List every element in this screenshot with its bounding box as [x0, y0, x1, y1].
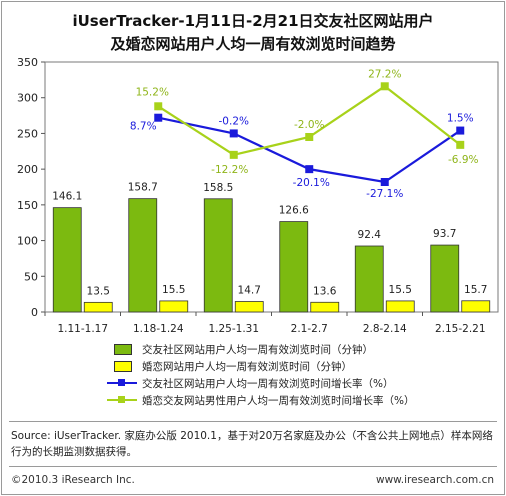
dating-growth-label: 15.2%	[136, 86, 169, 98]
chart-plot: 0 50 100 150 200 250 300 350 1.11-1.17 1.18-1.24 1…	[17, 56, 499, 335]
bar-label-dating: 15.5	[162, 284, 185, 296]
bar-social	[52, 207, 82, 313]
bar-label-social: 126.6	[279, 205, 309, 217]
source-divider	[9, 421, 497, 422]
legend-label-line1: 交友社区网站用户人均一周有效浏览时间增长率（%）	[142, 377, 394, 390]
x-tick-label: 1.25-1.31	[208, 323, 259, 335]
bar-label-social: 146.1	[52, 191, 82, 203]
bar-dating	[83, 301, 113, 313]
y-tick-label: 150	[17, 199, 38, 212]
dating-growth-label: -2.0%	[294, 119, 324, 131]
legend-swatch-bar1	[114, 344, 132, 355]
legend-swatch-bar2	[114, 361, 132, 372]
dating-growth-label: 27.2%	[368, 68, 401, 80]
dating-growth-marker	[154, 102, 163, 111]
legend-marker-line2	[118, 396, 125, 403]
y-tick-label: 350	[17, 56, 38, 69]
social-growth-label: 1.5%	[447, 113, 474, 125]
bar-social	[279, 221, 309, 313]
social-growth-label: -27.1%	[366, 188, 403, 200]
legend-label-bar2: 婚恋网站用户人均一周有效浏览时间（分钟）	[142, 360, 352, 373]
legend-label-bar1: 交友社区网站用户人均一周有效浏览时间（分钟）	[142, 343, 373, 356]
x-tick-label: 1.18-1.24	[133, 323, 184, 335]
y-tick-label: 50	[24, 270, 38, 283]
bar-dating	[310, 301, 340, 313]
copyright-text: ©2010.3 iResearch Inc.	[11, 474, 135, 486]
x-tick-label: 2.1-2.7	[291, 323, 328, 335]
footer-divider	[9, 466, 497, 467]
chart-title-line1: iUserTracker-1月11日-2月21日交友社区网站用户	[72, 12, 434, 30]
x-tick-label: 2.15-2.21	[435, 323, 486, 335]
bar-dating	[159, 300, 189, 313]
bar-label-dating: 15.5	[389, 284, 412, 296]
x-tick-label: 2.8-2.14	[363, 323, 407, 335]
bar-label-dating: 13.6	[313, 285, 337, 297]
dating-growth-marker	[380, 82, 389, 91]
bar-label-dating: 14.7	[238, 285, 261, 297]
bar-label-social: 158.7	[128, 182, 158, 194]
legend-marker-line1	[118, 379, 125, 386]
bar-dating	[234, 301, 264, 313]
dating-growth-marker	[456, 140, 465, 149]
legend-item-bar1: 交友社区网站用户人均一周有效浏览时间（分钟）	[107, 342, 373, 356]
bar-social	[430, 244, 460, 313]
social-growth-marker	[229, 129, 238, 138]
website-link[interactable]: www.iresearch.com.cn	[375, 474, 494, 486]
social-growth-label: -0.2%	[219, 115, 249, 127]
social-growth-marker	[380, 178, 389, 186]
bar-label-dating: 15.7	[464, 284, 487, 296]
social-growth-label: -20.1%	[293, 177, 330, 189]
legend-item-bar2: 婚恋网站用户人均一周有效浏览时间（分钟）	[107, 359, 352, 373]
legend-item-line1: 交友社区网站用户人均一周有效浏览时间增长率（%）	[107, 376, 393, 390]
bar-social	[354, 245, 384, 313]
plot-area	[44, 61, 499, 313]
dating-growth-marker	[229, 150, 238, 159]
x-tick-label: 1.11-1.17	[57, 323, 108, 335]
bar-label-dating: 13.5	[87, 285, 110, 297]
social-growth-marker	[305, 165, 314, 174]
bar-social	[203, 198, 233, 313]
dating-growth-label: -6.9%	[448, 154, 478, 166]
chart-title-line2: 及婚恋网站用户人均一周有效浏览时间趋势	[110, 35, 396, 53]
y-tick-label: 200	[17, 163, 38, 176]
social-growth-label: 8.7%	[130, 121, 157, 133]
dating-growth-marker	[305, 133, 314, 141]
dating-growth-label: -12.2%	[211, 164, 248, 176]
source-note: Source: iUserTracker. 家庭办公版 2010.1，基于对20…	[11, 430, 493, 458]
social-growth-marker	[456, 126, 465, 135]
bar-dating	[385, 300, 415, 313]
bar-label-social: 92.4	[358, 229, 382, 241]
bar-dating	[461, 300, 491, 313]
bar-label-social: 93.7	[433, 228, 456, 240]
bar-label-social: 158.5	[203, 182, 233, 194]
bar-social	[128, 198, 158, 313]
legend-label-line2: 婚恋交友网站男性用户人均一周有效浏览时间增长率（%）	[142, 394, 415, 407]
y-tick-label: 0	[31, 306, 38, 319]
y-tick-label: 100	[17, 235, 38, 248]
y-tick-label: 250	[17, 127, 38, 140]
social-growth-marker	[154, 113, 163, 122]
y-tick-label: 300	[17, 92, 38, 105]
legend-item-line2: 婚恋交友网站男性用户人均一周有效浏览时间增长率（%）	[107, 393, 414, 407]
